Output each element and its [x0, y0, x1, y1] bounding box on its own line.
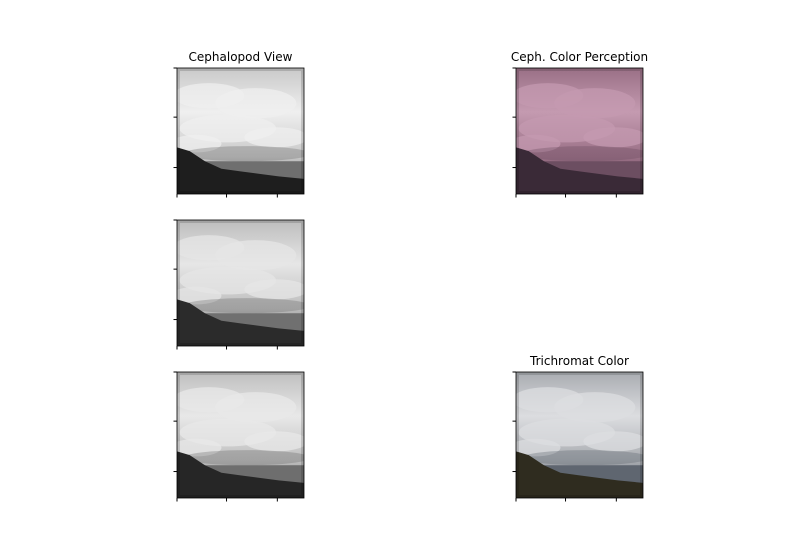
panel-row-1-col-1: Cephalopod View	[173, 50, 305, 198]
axes-frame	[515, 371, 644, 499]
panel-row-2-col-1	[173, 219, 305, 350]
axes-frame	[176, 371, 305, 499]
axes-frame	[515, 67, 644, 195]
landscape-image	[177, 220, 304, 346]
axes-frame	[176, 67, 305, 195]
panel-row-1-col-2: Ceph. Color Perception	[511, 50, 648, 198]
landscape-image	[177, 372, 304, 498]
panel-title: Ceph. Color Perception	[511, 50, 648, 64]
panel-row-3-col-2: Trichromat Color	[512, 354, 644, 502]
landscape-image	[177, 68, 304, 194]
panel-title: Trichromat Color	[529, 354, 629, 368]
panel-title: Cephalopod View	[189, 50, 293, 64]
panel-row-3-col-1	[173, 371, 305, 502]
axes-frame	[176, 219, 305, 347]
landscape-image	[516, 68, 643, 194]
landscape-image	[516, 372, 643, 498]
